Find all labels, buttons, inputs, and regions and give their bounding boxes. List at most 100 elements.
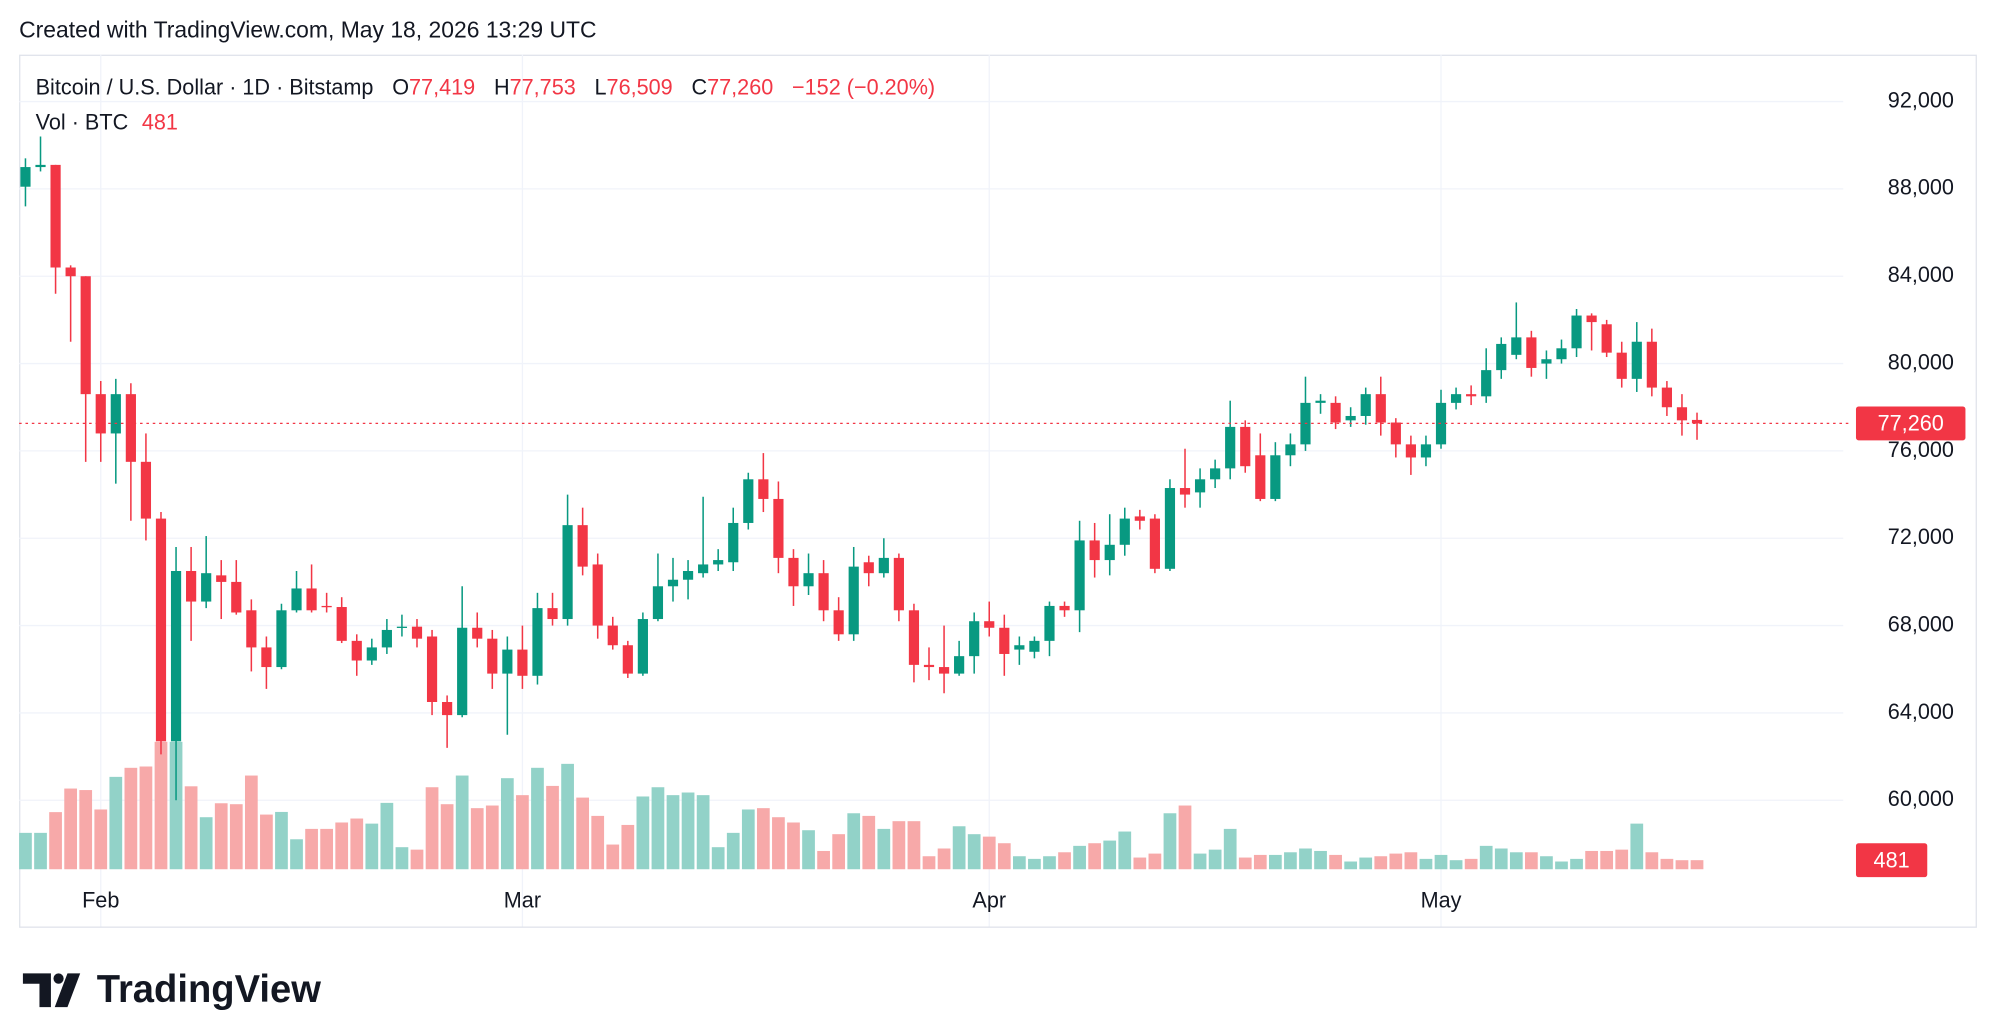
x-tick-label: May [1421,887,1462,912]
y-tick-label: 72,000 [1888,524,1954,549]
candle-body [1029,640,1040,652]
candle-body [893,557,904,611]
volume-bar [636,796,650,870]
candle-body [863,562,874,574]
volume-bar [1058,852,1071,870]
candle-body [396,626,408,628]
volume-bar [606,844,620,870]
candle-body [1330,402,1341,423]
volume-bar [1570,858,1583,870]
volume-bar [1645,852,1659,870]
candle-body [50,164,61,268]
volume-bar [967,834,981,870]
candle-body [622,645,633,674]
volume-bar [1540,856,1553,870]
volume-bar [982,836,996,870]
candle-body [728,522,739,563]
x-tick-label: Mar [504,887,541,912]
candle-body [562,525,573,620]
candle-body [1405,444,1416,458]
volume-bar [1238,857,1252,870]
candle-body [607,625,618,646]
y-tick-label: 84,000 [1888,262,1954,287]
volume-bar [1193,853,1207,870]
volume-bar [1118,831,1132,870]
candle-body [1210,468,1221,480]
volume-tag-label: 481 [1874,847,1910,872]
candle-body [1556,348,1567,360]
volume-bar [1073,845,1086,870]
volume-bar [832,834,846,870]
candle-body [1586,315,1597,323]
candle-body [1194,479,1206,493]
candle-body [170,570,182,742]
candle-body [306,588,317,611]
candle-body [833,610,844,635]
volume-bar [1178,805,1192,870]
volume-bar [937,848,951,870]
candle-body [698,564,709,574]
volume-bar [199,817,213,870]
volume-bar [711,847,725,870]
ohlc-key: L [595,74,607,99]
candle-body [1646,341,1657,388]
candle-body [321,605,332,608]
candle-body [1661,387,1672,408]
candle-body [276,610,287,668]
volume-bar [1043,856,1056,870]
volume-bar [1449,860,1463,870]
volume-bar [651,787,665,870]
volume-bar [621,824,635,870]
candle-body [411,626,423,639]
volume-bar [1299,848,1312,870]
volume-bar [726,832,740,870]
volume-bar [576,797,590,870]
candle-body [938,667,950,674]
volume-bar [425,787,439,870]
volume-bar [365,823,379,870]
price-axis: 60,000 64,000 68,000 72,000 76,000 80,000 84,0… [82,87,1966,913]
ohlc-value: 76,509 [607,74,673,99]
header-text: Created with TradingView.com, May 18, 20… [19,16,596,42]
candle-body [1390,422,1401,445]
candle-body [1496,343,1507,371]
y-tick-label: 80,000 [1888,349,1954,374]
candle-body [1255,455,1266,499]
volume-bar [395,847,409,870]
volume-bar [184,786,198,870]
volume-bar [1148,853,1162,870]
candle-body [1375,394,1386,423]
y-tick-label: 64,000 [1888,699,1954,724]
volume-bar [1253,854,1267,870]
volume-bar [275,811,288,870]
volume-bar [1344,861,1358,870]
volume-bar [1284,852,1297,870]
ohlc-key: H [494,74,510,99]
y-tick-label: 68,000 [1888,611,1954,636]
volume-bar [1494,848,1508,870]
candle-body [381,629,392,648]
candle-body [20,167,31,187]
volume-title: Vol · BTC [36,109,129,134]
candle-body [1360,394,1371,416]
ohlc-value: 77,260 [707,74,773,99]
volume-bar [1314,850,1327,870]
candle-body [713,560,724,565]
volume-bar [1028,858,1041,870]
volume-bar [546,785,559,870]
volume-bar [1600,850,1614,870]
volume-bar [516,795,529,870]
candle-body [186,570,197,602]
candle-body [1059,605,1070,611]
volume-bar [1690,860,1704,870]
volume-bar [1630,823,1644,870]
volume-bar [756,808,770,870]
y-tick-label: 92,000 [1888,87,1954,112]
volume-bar [1675,860,1689,870]
volume-bar [1509,852,1523,870]
volume-bar [500,778,514,870]
volume-bar [244,775,258,870]
candle-body [1616,352,1627,379]
volume-bar [305,828,318,870]
